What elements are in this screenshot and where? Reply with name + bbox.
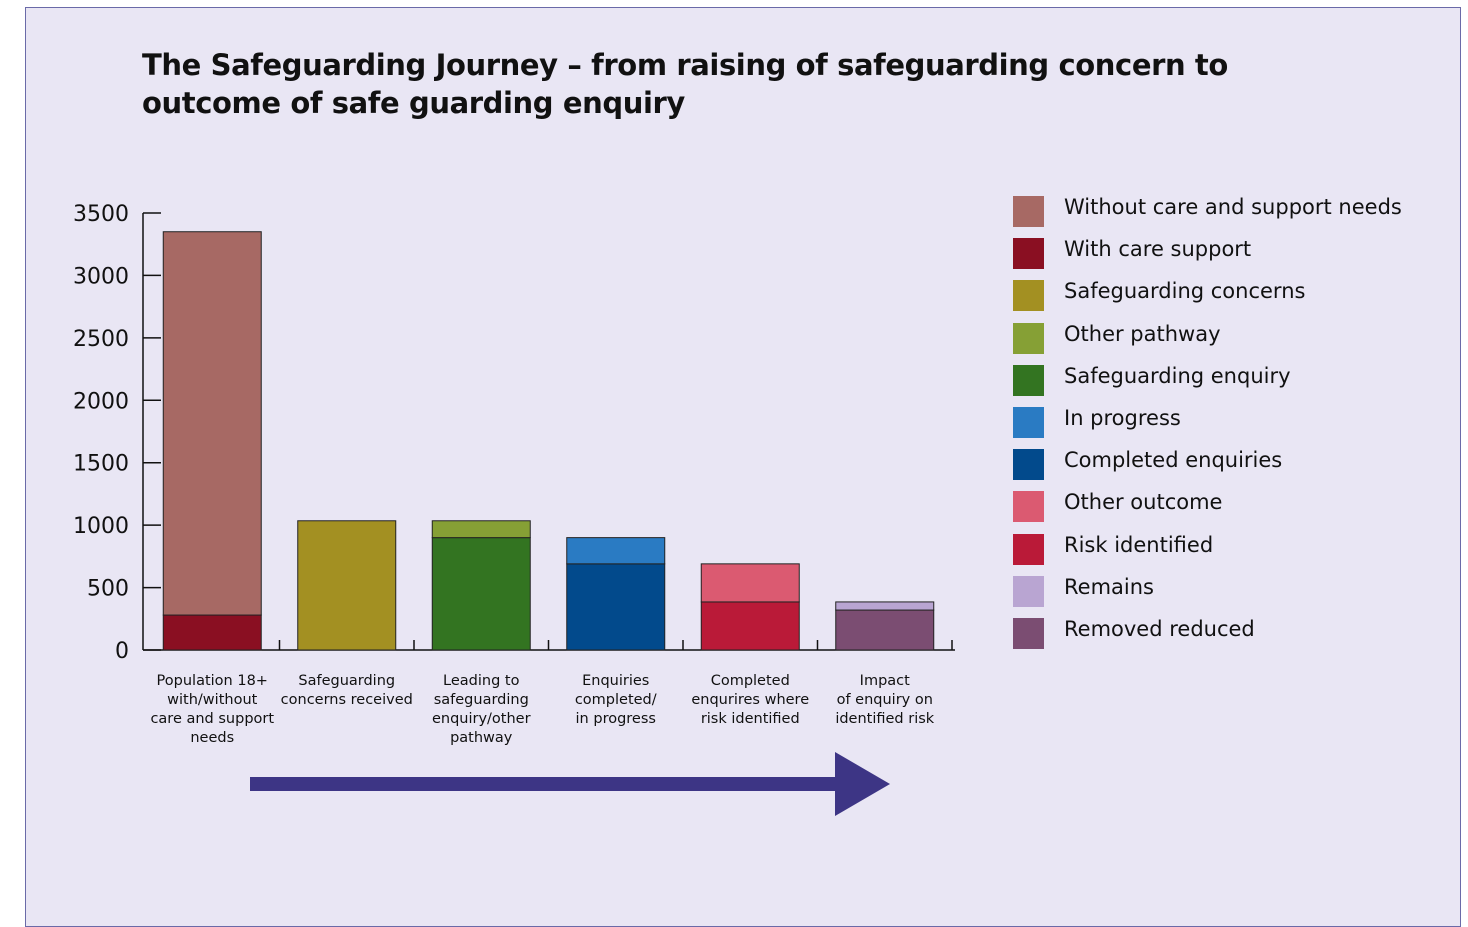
journey-arrow-shaft — [250, 777, 840, 791]
bar-segment — [431, 520, 531, 539]
bar-segment — [566, 563, 666, 651]
y-tick-label: 1500 — [73, 452, 129, 477]
legend-swatch — [1013, 617, 1044, 649]
bar-segment — [431, 537, 531, 651]
legend-label: Other outcome — [1064, 490, 1223, 515]
legend-label: In progress — [1064, 405, 1181, 430]
legend-label: Without care and support needs — [1064, 195, 1402, 219]
legend-swatch — [1013, 238, 1044, 270]
x-category-label: Completed enqurires where risk identified — [691, 673, 809, 727]
legend-swatch — [1013, 322, 1044, 354]
legend-swatch — [1013, 406, 1044, 438]
x-category-label: Enquiries completed/in progress — [575, 673, 657, 727]
x-category-label: Leading to safeguarding enquiry/other pathw… — [432, 673, 531, 746]
bar-segment — [162, 231, 262, 616]
y-tick-label: 2000 — [73, 389, 129, 414]
x-category-label: Safeguarding concerns received — [281, 673, 413, 708]
legend-swatch — [1013, 196, 1044, 227]
bar-segment — [566, 537, 666, 565]
legend-item: Risk identified — [1013, 531, 1453, 573]
legend-item: In progress — [1013, 404, 1453, 446]
y-tick-label: 2500 — [73, 327, 129, 352]
y-tick-label: 3500 — [73, 202, 129, 227]
legend-item: With care support — [1013, 235, 1453, 277]
legend-swatch — [1013, 533, 1044, 565]
chart-legend: Without care and support needs With care … — [1013, 193, 1453, 657]
bar-segment — [162, 614, 262, 651]
legend-label: Remains — [1064, 574, 1154, 599]
legend-swatch — [1013, 491, 1044, 523]
legend-swatch — [1013, 364, 1044, 396]
journey-arrow-head — [835, 752, 890, 816]
stacked-bar-chart: 0 500 1000 1500 2000 2500 3000 3500 Population 1… — [73, 202, 955, 816]
legend-label: Other pathway — [1064, 321, 1221, 346]
legend-label: Risk identified — [1064, 532, 1214, 557]
legend-item: Safeguarding enquiry — [1013, 362, 1453, 404]
y-tick-label: 500 — [87, 577, 129, 602]
x-category-label: Impact of enquiry on identified risk — [835, 673, 934, 727]
legend-label: Safeguarding concerns — [1064, 279, 1306, 304]
legend-label: With care support — [1064, 237, 1252, 262]
chart-title: The Safeguarding Journey – from raising … — [142, 48, 1228, 120]
legend-item: Safeguarding concerns — [1013, 277, 1453, 319]
legend-swatch — [1013, 280, 1044, 312]
y-tick-label: 0 — [115, 639, 129, 664]
bar-segment — [835, 601, 935, 611]
legend-swatch — [1013, 575, 1044, 607]
legend-item: Without care and support needs — [1013, 193, 1453, 235]
legend-label: Safeguarding enquiry — [1064, 363, 1291, 388]
legend-item: Completed enquiries — [1013, 446, 1453, 488]
bar-segment — [700, 601, 800, 651]
legend-label: Completed enquiries — [1064, 448, 1283, 473]
y-tick-label: 1000 — [73, 514, 129, 539]
bar-segment — [297, 520, 397, 651]
legend-label: Removed reduced — [1064, 616, 1255, 641]
y-tick-label: 3000 — [73, 264, 129, 289]
legend-item: Removed reduced — [1013, 615, 1453, 657]
legend-swatch — [1013, 449, 1044, 481]
legend-item: Other outcome — [1013, 488, 1453, 530]
x-category-label: Population 18+ with/without care and suppo… — [150, 673, 274, 746]
legend-item: Other pathway — [1013, 320, 1453, 362]
bar-segment — [835, 609, 935, 651]
legend-item: Remains — [1013, 573, 1453, 615]
bar-segment — [700, 563, 800, 603]
chart-panel — [25, 7, 1461, 927]
